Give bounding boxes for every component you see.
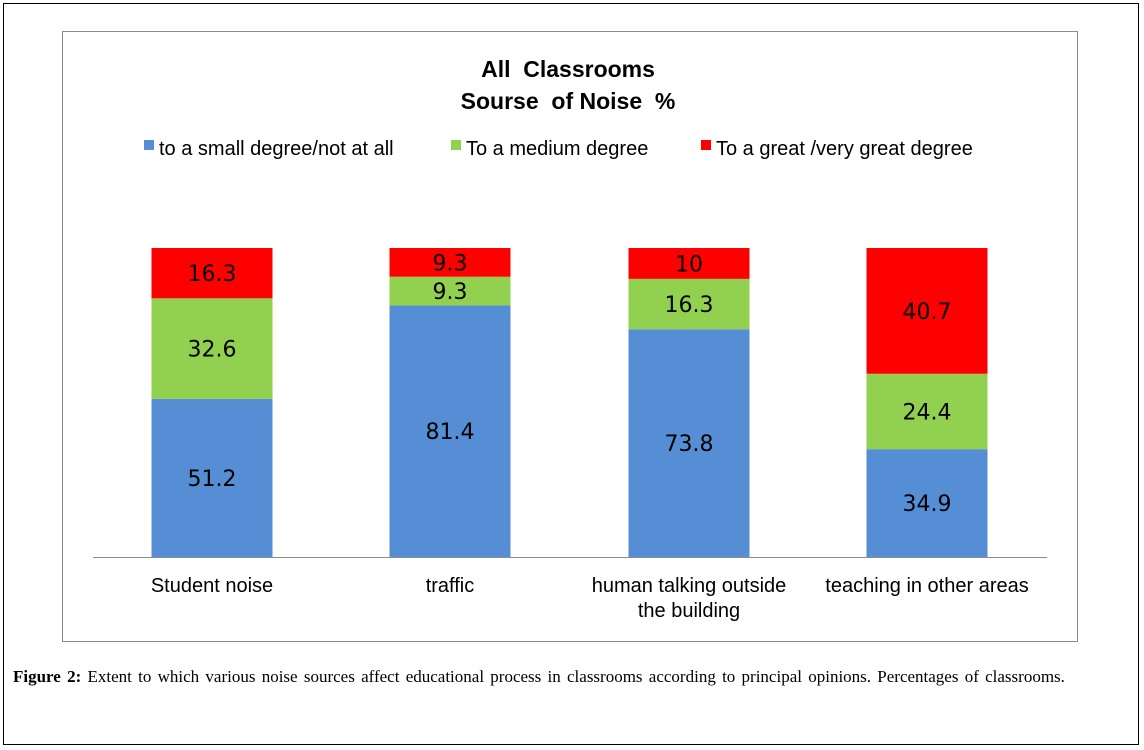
bar-segment [389,276,511,306]
caption-label: Figure 2: [13,667,82,686]
data-label: 73.8 [665,432,714,457]
bar-segment [151,298,273,399]
x-tick-label: human talking outside [592,575,787,597]
x-tick-label: the building [638,600,740,622]
title-line-1: All Classrooms [481,56,655,82]
data-label: 81.4 [426,420,475,445]
bar-segment [866,449,988,557]
chart-area: All Classrooms Sourse of Noise % to a sma… [62,31,1078,642]
data-label: 9.3 [433,280,468,305]
bar-segment [628,248,750,279]
bar-segment [151,398,273,557]
figure-caption: Figure 2: Extent to which various noise … [13,666,1133,688]
bar-segment [866,248,988,374]
chart-legend: to a small degree/not at all To a medium … [144,138,973,160]
data-label: 24.4 [903,400,952,425]
data-label: 16.3 [188,262,237,287]
bars: 51.2 32.6 16.3 81.4 9.3 9.3 73.8 16.3 10 34.9 24.4… [151,248,988,557]
bar-segment [628,329,750,557]
bar-segment [151,248,273,299]
data-label: 32.6 [188,338,237,363]
bar-segment [628,278,750,330]
stacked-bar-chart: All Classrooms Sourse of Noise % to a sma… [93,56,1047,622]
bar-segment [866,373,988,450]
bar-segment [389,248,511,277]
data-label: 16.3 [665,293,714,318]
bar-segment [389,305,511,557]
x-tick-label: teaching in other areas [825,575,1028,597]
data-label: 9.3 [433,251,468,276]
chart-title: All Classrooms Sourse of Noise % [461,56,676,114]
x-tick-label: Student noise [151,575,273,597]
legend-label-1: to a small degree/not at all [159,138,394,160]
data-label: 40.7 [903,300,952,325]
data-label: 51.2 [188,467,237,492]
legend-swatch-1 [144,140,154,150]
legend-swatch-3 [701,140,711,150]
legend-label-2: To a medium degree [466,138,648,160]
legend-label-3: To a great /very great degree [716,138,973,160]
legend-swatch-2 [451,140,461,150]
x-tick-label: traffic [426,575,475,597]
data-label: 34.9 [903,492,952,517]
caption-text: Extent to which various noise sources af… [87,667,1065,686]
title-line-2: Sourse of Noise % [461,88,676,114]
data-label: 10 [675,252,703,277]
x-axis: Student noise traffic human talking outsid… [93,557,1047,622]
